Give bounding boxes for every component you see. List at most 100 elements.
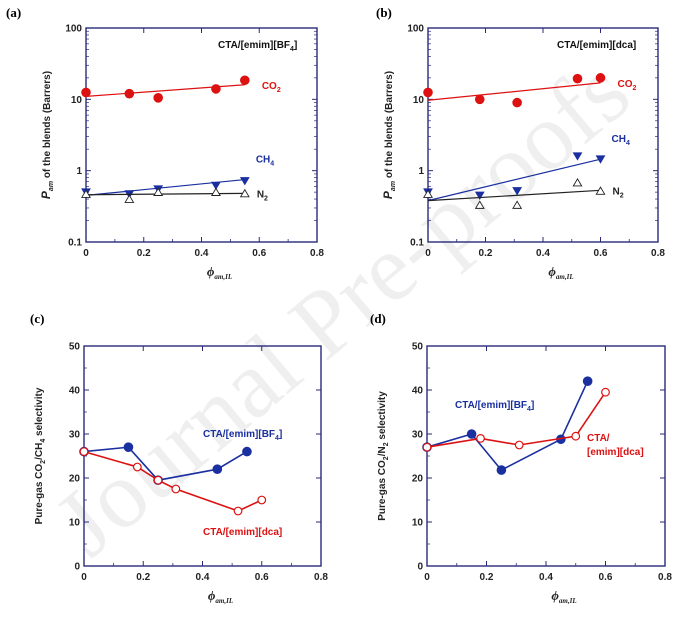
data-point — [572, 152, 583, 161]
series-label-main: CH — [256, 155, 270, 166]
panel-c: 0 0.2 0.4 0.6 0.8 0 10 20 30 40 50 (c) ϕam,IL Pure-ga… — [30, 311, 328, 605]
data-point — [601, 387, 610, 397]
series-label: N2 — [257, 189, 268, 202]
series-label: CTA/[emim][BF4] — [203, 429, 282, 442]
series-label: CH4 — [612, 134, 630, 147]
x-axis-title-main: ϕ — [551, 588, 559, 603]
y-tick-label: 1 — [76, 166, 82, 177]
series-label: N2 — [613, 186, 624, 199]
data-point — [512, 200, 523, 209]
y-tick-label: 20 — [69, 474, 81, 485]
x-tick-label: 0.2 — [136, 572, 150, 583]
x-axis-title-sub: am,IL — [215, 597, 233, 605]
data-point — [595, 186, 606, 195]
y-axis-title-rest: selectivity — [377, 391, 388, 443]
data-point — [512, 97, 522, 108]
y-axis-title-mid: /CH — [34, 443, 45, 460]
y-tick-label: 10 — [69, 518, 81, 529]
data-point — [476, 434, 485, 443]
fit-line — [427, 189, 601, 202]
series-label-main: CTA/ — [587, 433, 610, 444]
series-label-sub: 4 — [275, 435, 279, 442]
series-label-main: CH — [612, 134, 626, 145]
series-label: CH4 — [256, 155, 274, 168]
plot-frame — [85, 27, 318, 243]
watermark: Journal Pre-proofs — [35, 37, 649, 577]
series-label-sub: 2 — [620, 192, 624, 199]
x-axis-title-main: ϕ — [207, 264, 215, 279]
x-axis-title: ϕam,IL — [208, 588, 233, 605]
y-axis-title: Pure-gas CO2/N2 selectivity — [377, 391, 390, 521]
data-point — [572, 73, 583, 84]
y-tick-label: 20 — [412, 474, 424, 485]
data-point — [240, 75, 250, 86]
data-point — [239, 177, 250, 186]
panel-d: 0 0.2 0.4 0.6 0.8 0 10 20 30 40 50 (d) ϕam,IL Pure-ga… — [370, 311, 672, 605]
data-point — [595, 155, 606, 164]
y-axis-title-rest: of the blends (Barrers) — [42, 71, 53, 181]
x-axis-title-sub: am,IL — [214, 273, 232, 281]
y-tick-label: 50 — [69, 342, 81, 353]
series-CTA/[emim][dca]: CTA/[emim][dca] — [422, 387, 644, 458]
x-axis-title: ϕam,IL — [548, 264, 573, 281]
series-N2: N2 — [81, 187, 268, 203]
plot-title-tail: ] — [294, 40, 297, 51]
series-label-tail: ] — [279, 429, 282, 440]
fit-line — [85, 84, 245, 97]
data-point — [239, 188, 250, 198]
x-tick-label: 0 — [83, 248, 89, 259]
x-tick-label: 0.4 — [195, 248, 209, 259]
y-axis-title: Pam of the blends (Barrers) — [381, 71, 397, 199]
series-label-sub: 2 — [633, 85, 637, 92]
data-point — [474, 200, 485, 209]
data-point — [81, 87, 91, 98]
data-point — [79, 447, 89, 457]
y-axis-title-sub2: 4 — [40, 439, 47, 443]
y-axis-title-sub2: 2 — [383, 442, 390, 446]
y-tick-label: 40 — [412, 386, 424, 397]
series-CTA/[emim][dca]: CTA/[emim][dca] — [79, 447, 282, 538]
series-line — [426, 380, 589, 472]
y-axis-title-sub1: 2 — [40, 460, 47, 464]
y-tick-label: 0.1 — [410, 238, 424, 249]
x-tick-label: 0 — [81, 572, 87, 583]
series-label-sub: 4 — [527, 406, 531, 413]
x-axis-title-main: ϕ — [208, 588, 216, 603]
y-axis-title-sub: am — [48, 181, 55, 191]
data-point — [242, 446, 252, 457]
x-tick-label: 0.4 — [539, 572, 553, 583]
x-tick-label: 0.2 — [137, 248, 151, 259]
fit-line — [427, 158, 601, 202]
x-axis-title: ϕam,IL — [551, 588, 576, 605]
series-label: CTA/[emim][dca] — [203, 527, 282, 538]
panel-label: (b) — [376, 5, 392, 20]
x-axis-title: ϕam,IL — [207, 264, 232, 281]
x-tick-label: 0 — [425, 248, 431, 259]
y-tick-label: 100 — [407, 24, 424, 35]
x-tick-label: 0.2 — [479, 248, 493, 259]
x-tick-label: 0.6 — [599, 572, 613, 583]
x-axis-title-sub: am,IL — [556, 273, 574, 281]
y-tick-label: 10 — [412, 518, 424, 529]
plot-title: CTA/[emim][BF4] — [218, 40, 297, 53]
data-point — [496, 465, 507, 475]
data-point — [423, 87, 433, 98]
data-point — [132, 462, 142, 472]
series-label-tail: ] — [531, 400, 534, 411]
y-axis-title-rest: of the blends (Barrers) — [384, 71, 395, 181]
panel-label: (a) — [6, 5, 21, 20]
y-axis-title-sub1: 2 — [383, 456, 390, 460]
y-tick-label: 0 — [74, 562, 80, 573]
y-axis-title-main: P — [381, 190, 395, 199]
data-point — [124, 88, 135, 99]
series-label-sub: 2 — [264, 195, 268, 202]
series-label-main: CO — [618, 79, 633, 90]
data-point — [474, 94, 485, 105]
plot-title: CTA/[emim][dca] — [557, 40, 636, 51]
series-CH4: CH4 — [423, 134, 630, 202]
panel-b: 0 0.2 0.4 0.6 0.8 0.1 1 10 100 (b) ϕam,IL Pam of th… — [376, 5, 665, 281]
data-point — [153, 187, 164, 196]
data-point — [595, 73, 606, 83]
y-axis-title-main: P — [39, 190, 53, 199]
